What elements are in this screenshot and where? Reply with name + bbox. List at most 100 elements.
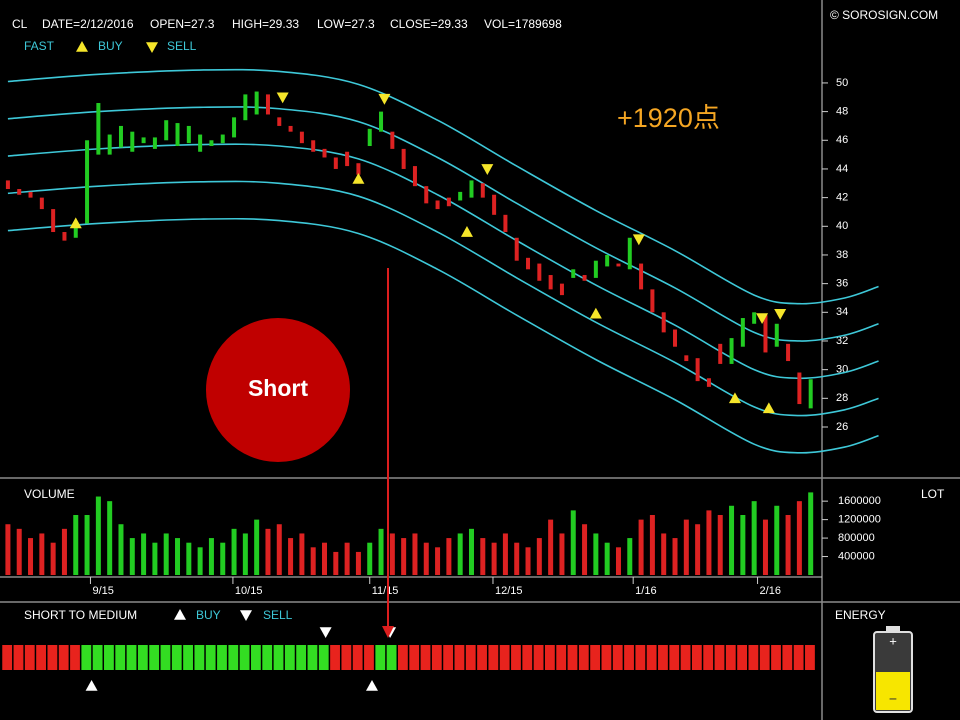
price-bar bbox=[401, 148, 406, 169]
signal-bar bbox=[646, 645, 657, 670]
volume-bar bbox=[367, 542, 373, 575]
volume-bar bbox=[785, 515, 791, 575]
signal-bar bbox=[36, 645, 46, 670]
volume-bar bbox=[322, 542, 328, 575]
volume-bar bbox=[695, 524, 701, 575]
legend-label: SELL bbox=[263, 608, 293, 622]
price-bar bbox=[571, 269, 576, 278]
y-tick-label: 42 bbox=[836, 192, 848, 204]
volume-bar bbox=[39, 533, 45, 575]
volume-bar bbox=[107, 501, 113, 575]
y-tick-label: 44 bbox=[836, 163, 848, 175]
band-line bbox=[7, 217, 879, 454]
signal-bar bbox=[409, 645, 420, 670]
price-bar bbox=[616, 263, 621, 267]
price-bar bbox=[537, 263, 542, 281]
volume-bar bbox=[197, 547, 203, 575]
volume-bar bbox=[435, 547, 441, 575]
signal-bar bbox=[70, 645, 80, 670]
price-bar bbox=[17, 189, 22, 195]
volume-bar bbox=[412, 533, 418, 575]
band-line bbox=[7, 143, 879, 380]
pointer-arrowhead bbox=[382, 626, 394, 638]
signal-bar bbox=[443, 645, 454, 670]
signal-bar bbox=[771, 645, 781, 670]
price-bar bbox=[367, 128, 372, 147]
y-tick-label: 34 bbox=[836, 306, 848, 318]
volume-bar bbox=[661, 533, 667, 575]
legend-label: SELL bbox=[167, 39, 197, 53]
price-bar bbox=[356, 163, 361, 175]
legend-label: BUY bbox=[196, 608, 221, 622]
volume-bar bbox=[141, 533, 147, 575]
sell-signal bbox=[319, 627, 332, 638]
price-bar bbox=[164, 120, 169, 141]
price-bar bbox=[469, 180, 474, 198]
buy-signal bbox=[460, 226, 473, 237]
volume-bar bbox=[288, 538, 294, 575]
signal-bar bbox=[511, 645, 521, 670]
volume-bar bbox=[84, 515, 90, 575]
y-tick-label: 50 bbox=[836, 77, 848, 89]
signal-bar bbox=[296, 645, 307, 670]
signal-bar bbox=[239, 645, 250, 670]
price-bar bbox=[379, 111, 384, 132]
volume-bar bbox=[480, 538, 486, 575]
price-bar bbox=[559, 283, 564, 296]
callout-circle bbox=[206, 318, 350, 462]
signal-bar bbox=[352, 645, 363, 670]
price-bar bbox=[480, 183, 485, 198]
price-bar bbox=[288, 125, 293, 132]
symbol: CL bbox=[12, 17, 28, 31]
signal-bar bbox=[578, 645, 589, 670]
signal-bar bbox=[341, 645, 352, 670]
signal-bar bbox=[522, 645, 533, 670]
price-bar bbox=[435, 200, 440, 210]
signal-bar bbox=[691, 645, 702, 670]
signal-bar bbox=[160, 645, 171, 670]
buy-signal bbox=[69, 217, 82, 229]
signal-bar bbox=[556, 645, 567, 670]
signal-bar bbox=[420, 645, 431, 670]
legend-marker bbox=[174, 609, 186, 620]
signal-bar bbox=[703, 645, 714, 670]
price-bar bbox=[51, 209, 56, 233]
signal-bar bbox=[431, 645, 442, 670]
price-bar bbox=[96, 103, 101, 155]
signal-bar bbox=[477, 645, 487, 670]
price-bar bbox=[311, 140, 316, 152]
buy-signal bbox=[365, 680, 378, 691]
y-tick-label: 400000 bbox=[838, 550, 875, 562]
copyright: © SOROSIGN.COM bbox=[830, 8, 938, 22]
signal-bar bbox=[92, 645, 103, 670]
volume-bar bbox=[706, 510, 712, 575]
volume-bar bbox=[265, 528, 271, 575]
signal-bar bbox=[782, 645, 793, 670]
volume-bar bbox=[468, 528, 474, 575]
volume-bar bbox=[220, 542, 226, 575]
price-bar bbox=[661, 312, 666, 333]
volume-bar bbox=[163, 533, 169, 575]
volume-bar bbox=[582, 524, 588, 575]
y-tick-label: 46 bbox=[836, 134, 848, 146]
price-bar bbox=[209, 140, 214, 147]
high: HIGH=29.33 bbox=[232, 17, 299, 31]
volume-bar bbox=[28, 538, 34, 575]
signal-bar bbox=[217, 645, 227, 670]
price-bar bbox=[514, 237, 519, 261]
x-tick-label: 11/15 bbox=[372, 585, 399, 597]
volume-bar bbox=[73, 515, 79, 575]
volume-bar bbox=[627, 538, 633, 575]
sell-signal bbox=[481, 164, 494, 175]
volume-bar bbox=[774, 505, 780, 575]
sell-signal bbox=[632, 234, 645, 246]
date: DATE=2/12/2016 bbox=[42, 17, 134, 31]
volume-bar bbox=[61, 528, 67, 575]
price-bar bbox=[265, 94, 270, 115]
signal-bar bbox=[115, 645, 126, 670]
volume-bar bbox=[208, 538, 214, 575]
price-bar bbox=[141, 137, 146, 144]
volume-bar bbox=[276, 524, 282, 575]
price-bar bbox=[718, 343, 723, 364]
